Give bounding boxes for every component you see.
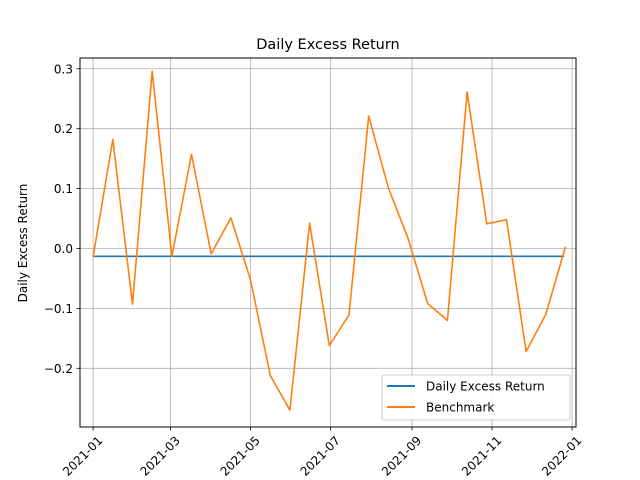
- chart-title: Daily Excess Return: [256, 37, 400, 53]
- y-tick-label: 0.0: [54, 242, 73, 256]
- y-tick-label: 0.1: [54, 182, 73, 196]
- y-axis-label: Daily Excess Return: [16, 184, 30, 303]
- legend-box: [381, 374, 571, 421]
- series-line-benchmark: [92, 70, 567, 412]
- legend: Daily Excess Return Benchmark: [381, 374, 571, 421]
- plot-frame: [79, 57, 577, 428]
- y-tick-label: 0.2: [54, 122, 73, 136]
- series-lines: [92, 70, 567, 412]
- y-tick-label: −0.1: [44, 302, 73, 316]
- legend-label-benchmark: Benchmark: [426, 401, 494, 415]
- legend-label-daily-excess-return: Daily Excess Return: [426, 380, 545, 394]
- y-tick-label: 0.3: [54, 62, 73, 76]
- y-tick-label: −0.2: [44, 362, 73, 376]
